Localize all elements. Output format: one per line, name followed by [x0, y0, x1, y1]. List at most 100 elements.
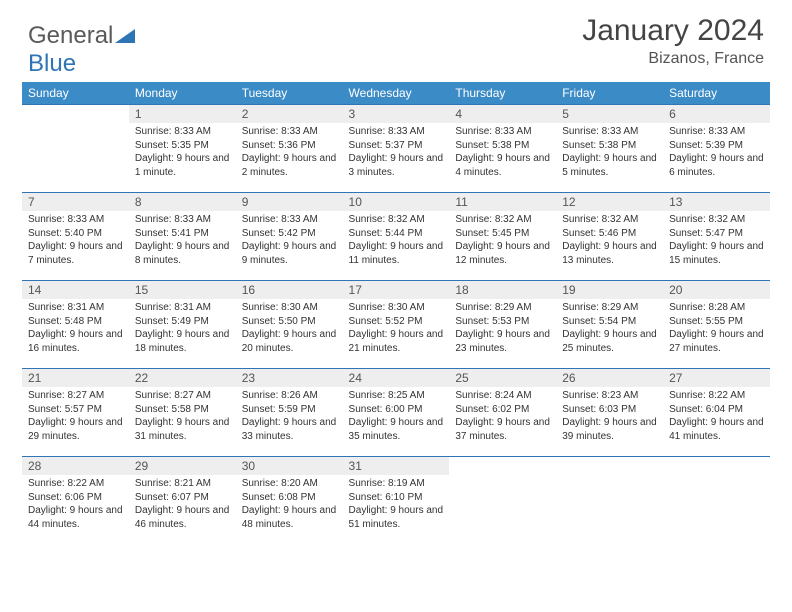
day-number: 11 — [449, 193, 556, 211]
day-number: 15 — [129, 281, 236, 299]
sunset-line: Sunset: 6:06 PM — [28, 491, 123, 505]
sunrise-line: Sunrise: 8:19 AM — [349, 477, 444, 491]
day-body: Sunrise: 8:32 AMSunset: 5:44 PMDaylight:… — [343, 211, 450, 271]
sunrise-line: Sunrise: 8:26 AM — [242, 389, 337, 403]
sunrise-line: Sunrise: 8:31 AM — [28, 301, 123, 315]
day-body: Sunrise: 8:28 AMSunset: 5:55 PMDaylight:… — [663, 299, 770, 359]
daylight-line: Daylight: 9 hours and 25 minutes. — [562, 328, 657, 355]
daylight-line: Daylight: 9 hours and 33 minutes. — [242, 416, 337, 443]
weekday-header: Friday — [556, 82, 663, 105]
day-body: Sunrise: 8:33 AMSunset: 5:37 PMDaylight:… — [343, 123, 450, 183]
day-body: Sunrise: 8:21 AMSunset: 6:07 PMDaylight:… — [129, 475, 236, 535]
day-number: 2 — [236, 105, 343, 123]
weekday-header: Wednesday — [343, 82, 450, 105]
day-number — [22, 105, 129, 123]
day-body: Sunrise: 8:33 AMSunset: 5:35 PMDaylight:… — [129, 123, 236, 183]
sunset-line: Sunset: 5:58 PM — [135, 403, 230, 417]
calendar-cell: 3Sunrise: 8:33 AMSunset: 5:37 PMDaylight… — [343, 105, 450, 193]
day-body: Sunrise: 8:31 AMSunset: 5:48 PMDaylight:… — [22, 299, 129, 359]
calendar-cell: 6Sunrise: 8:33 AMSunset: 5:39 PMDaylight… — [663, 105, 770, 193]
calendar-cell: 11Sunrise: 8:32 AMSunset: 5:45 PMDayligh… — [449, 193, 556, 281]
daylight-line: Daylight: 9 hours and 48 minutes. — [242, 504, 337, 531]
header: General Blue January 2024 Bizanos, Franc… — [0, 0, 792, 78]
day-number: 19 — [556, 281, 663, 299]
sunrise-line: Sunrise: 8:31 AM — [135, 301, 230, 315]
daylight-line: Daylight: 9 hours and 27 minutes. — [669, 328, 764, 355]
day-body: Sunrise: 8:33 AMSunset: 5:36 PMDaylight:… — [236, 123, 343, 183]
sunrise-line: Sunrise: 8:24 AM — [455, 389, 550, 403]
calendar-cell: 29Sunrise: 8:21 AMSunset: 6:07 PMDayligh… — [129, 457, 236, 545]
calendar-cell: 1Sunrise: 8:33 AMSunset: 5:35 PMDaylight… — [129, 105, 236, 193]
day-body: Sunrise: 8:33 AMSunset: 5:38 PMDaylight:… — [449, 123, 556, 183]
sunset-line: Sunset: 5:39 PM — [669, 139, 764, 153]
day-number: 31 — [343, 457, 450, 475]
sunrise-line: Sunrise: 8:33 AM — [349, 125, 444, 139]
sunrise-line: Sunrise: 8:32 AM — [455, 213, 550, 227]
day-body: Sunrise: 8:32 AMSunset: 5:47 PMDaylight:… — [663, 211, 770, 271]
daylight-line: Daylight: 9 hours and 15 minutes. — [669, 240, 764, 267]
title-block: January 2024 Bizanos, France — [582, 14, 764, 68]
sunset-line: Sunset: 6:00 PM — [349, 403, 444, 417]
sunset-line: Sunset: 5:40 PM — [28, 227, 123, 241]
sunset-line: Sunset: 6:08 PM — [242, 491, 337, 505]
weekday-header: Thursday — [449, 82, 556, 105]
daylight-line: Daylight: 9 hours and 9 minutes. — [242, 240, 337, 267]
day-body: Sunrise: 8:30 AMSunset: 5:50 PMDaylight:… — [236, 299, 343, 359]
calendar-cell: 31Sunrise: 8:19 AMSunset: 6:10 PMDayligh… — [343, 457, 450, 545]
day-body: Sunrise: 8:26 AMSunset: 5:59 PMDaylight:… — [236, 387, 343, 447]
calendar-cell: 25Sunrise: 8:24 AMSunset: 6:02 PMDayligh… — [449, 369, 556, 457]
calendar-cell: 21Sunrise: 8:27 AMSunset: 5:57 PMDayligh… — [22, 369, 129, 457]
sunset-line: Sunset: 6:04 PM — [669, 403, 764, 417]
day-body: Sunrise: 8:33 AMSunset: 5:42 PMDaylight:… — [236, 211, 343, 271]
day-number: 22 — [129, 369, 236, 387]
sunrise-line: Sunrise: 8:27 AM — [135, 389, 230, 403]
calendar-row: 14Sunrise: 8:31 AMSunset: 5:48 PMDayligh… — [22, 281, 770, 369]
day-number: 10 — [343, 193, 450, 211]
daylight-line: Daylight: 9 hours and 51 minutes. — [349, 504, 444, 531]
daylight-line: Daylight: 9 hours and 31 minutes. — [135, 416, 230, 443]
calendar-cell: 30Sunrise: 8:20 AMSunset: 6:08 PMDayligh… — [236, 457, 343, 545]
sunrise-line: Sunrise: 8:33 AM — [562, 125, 657, 139]
sunrise-line: Sunrise: 8:22 AM — [28, 477, 123, 491]
day-body: Sunrise: 8:29 AMSunset: 5:54 PMDaylight:… — [556, 299, 663, 359]
day-number: 26 — [556, 369, 663, 387]
sunset-line: Sunset: 5:49 PM — [135, 315, 230, 329]
daylight-line: Daylight: 9 hours and 41 minutes. — [669, 416, 764, 443]
sunrise-line: Sunrise: 8:33 AM — [669, 125, 764, 139]
day-number: 14 — [22, 281, 129, 299]
calendar-cell — [663, 457, 770, 545]
sunset-line: Sunset: 6:03 PM — [562, 403, 657, 417]
logo: General Blue — [28, 22, 135, 78]
sunrise-line: Sunrise: 8:29 AM — [455, 301, 550, 315]
calendar-cell — [22, 105, 129, 193]
calendar-cell: 2Sunrise: 8:33 AMSunset: 5:36 PMDaylight… — [236, 105, 343, 193]
day-body: Sunrise: 8:32 AMSunset: 5:46 PMDaylight:… — [556, 211, 663, 271]
calendar-cell — [449, 457, 556, 545]
sunset-line: Sunset: 5:53 PM — [455, 315, 550, 329]
day-number: 29 — [129, 457, 236, 475]
day-number: 24 — [343, 369, 450, 387]
sunset-line: Sunset: 6:07 PM — [135, 491, 230, 505]
daylight-line: Daylight: 9 hours and 7 minutes. — [28, 240, 123, 267]
sunrise-line: Sunrise: 8:33 AM — [242, 213, 337, 227]
day-body: Sunrise: 8:24 AMSunset: 6:02 PMDaylight:… — [449, 387, 556, 447]
daylight-line: Daylight: 9 hours and 1 minute. — [135, 152, 230, 179]
day-number: 12 — [556, 193, 663, 211]
calendar-cell: 4Sunrise: 8:33 AMSunset: 5:38 PMDaylight… — [449, 105, 556, 193]
sunset-line: Sunset: 5:35 PM — [135, 139, 230, 153]
daylight-line: Daylight: 9 hours and 6 minutes. — [669, 152, 764, 179]
sunrise-line: Sunrise: 8:33 AM — [455, 125, 550, 139]
daylight-line: Daylight: 9 hours and 2 minutes. — [242, 152, 337, 179]
daylight-line: Daylight: 9 hours and 4 minutes. — [455, 152, 550, 179]
daylight-line: Daylight: 9 hours and 11 minutes. — [349, 240, 444, 267]
sunset-line: Sunset: 5:48 PM — [28, 315, 123, 329]
calendar-cell: 16Sunrise: 8:30 AMSunset: 5:50 PMDayligh… — [236, 281, 343, 369]
day-number: 9 — [236, 193, 343, 211]
sunset-line: Sunset: 5:46 PM — [562, 227, 657, 241]
weekday-header: Tuesday — [236, 82, 343, 105]
day-body: Sunrise: 8:23 AMSunset: 6:03 PMDaylight:… — [556, 387, 663, 447]
calendar-cell — [556, 457, 663, 545]
day-number: 5 — [556, 105, 663, 123]
weekday-header: Saturday — [663, 82, 770, 105]
daylight-line: Daylight: 9 hours and 46 minutes. — [135, 504, 230, 531]
